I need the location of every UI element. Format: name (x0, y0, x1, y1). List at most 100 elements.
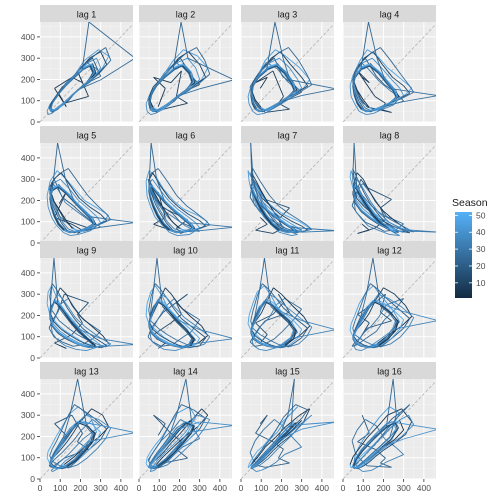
lag-segment (287, 321, 295, 332)
lag-segment (64, 428, 72, 440)
lag-segment (362, 178, 370, 192)
lag-segment (77, 330, 88, 340)
lag-segment (349, 456, 354, 465)
lag-segment (46, 181, 51, 197)
lag-segment (67, 446, 76, 455)
lag-segment (163, 302, 172, 312)
lag-segment (356, 89, 364, 100)
lag-segment (91, 67, 102, 80)
facet-panel: lag 3 (240, 5, 334, 123)
lag-segment (359, 49, 368, 61)
lag-segment (204, 219, 211, 226)
lag-segment (170, 293, 180, 307)
lag-segment (60, 417, 68, 432)
lag-segment (371, 205, 381, 214)
lag-segment (151, 333, 158, 340)
lag-segment (285, 214, 300, 223)
lag-segment (46, 196, 49, 207)
lag-segment (197, 414, 210, 420)
legend-break-label: 20 (476, 261, 486, 271)
lag-segment (264, 106, 272, 111)
panel-series (343, 22, 436, 122)
lag-segment (278, 311, 288, 322)
lag-segment (391, 79, 400, 89)
lag-segment (399, 420, 405, 431)
lag-segment (105, 212, 112, 220)
lag-segment (254, 335, 263, 342)
lag-segment (181, 404, 194, 411)
lag-segment (284, 446, 302, 455)
lag-segment (379, 332, 390, 341)
lag-segment (63, 312, 72, 322)
lag-segment (350, 96, 356, 105)
facet-label: lag 13 (74, 367, 99, 377)
lag-segment (96, 431, 102, 441)
lag-segment (361, 197, 368, 207)
lag-segment (359, 463, 366, 468)
lag-segment (150, 470, 155, 472)
lag-segment (54, 299, 60, 304)
legend: Season 10 20 30 40 50 (452, 197, 488, 298)
lag-segment (368, 190, 376, 202)
lag-segment (177, 57, 188, 63)
facet-panel: lag 6 (138, 126, 232, 244)
lag-segment (361, 210, 372, 218)
lag-segment (282, 425, 291, 433)
panel-series (40, 379, 133, 479)
lag-segment (146, 451, 152, 458)
lag-segment (164, 70, 174, 79)
lag-segment (58, 84, 68, 95)
lag-segment (301, 88, 334, 97)
panel-series (139, 379, 232, 479)
lag-segment (273, 302, 282, 312)
lag-segment (100, 58, 133, 81)
lag-segment (58, 302, 66, 312)
lag-segment (148, 315, 151, 325)
lag-segment (148, 317, 152, 327)
lag-segment (59, 287, 67, 295)
lag-segment (269, 461, 277, 468)
facet-strip (343, 362, 436, 379)
lag-segment (176, 52, 187, 62)
lag-segment (283, 427, 292, 436)
lag-segment (149, 458, 154, 464)
lag-segment (252, 110, 258, 115)
lag-segment (377, 55, 388, 69)
lag-segment (149, 294, 154, 316)
lag-segment (77, 227, 88, 232)
lag-segment (262, 452, 270, 460)
lag-segment (88, 344, 133, 348)
lag-segment (383, 210, 395, 222)
lag-segment (100, 338, 133, 345)
lag-segment (183, 208, 198, 216)
lag-segment (102, 414, 110, 428)
lag-segment (168, 62, 178, 72)
lag-segment (391, 320, 436, 331)
lag-segment (380, 427, 391, 439)
lag-segment (68, 188, 79, 201)
lag-segment (274, 432, 284, 442)
lag-segment (276, 436, 287, 446)
lag-segment (367, 187, 392, 200)
lag-segment (199, 220, 207, 227)
lag-segment (53, 215, 60, 225)
lag-segment (274, 22, 284, 59)
lag-segment (268, 444, 277, 453)
lag-segment (290, 337, 302, 347)
lag-segment (261, 283, 269, 290)
lag-segment (361, 210, 371, 219)
lag-segment (49, 108, 52, 112)
lag-segment (175, 210, 185, 218)
lag-segment (151, 340, 158, 347)
lag-segment (353, 345, 356, 350)
lag-segment (259, 217, 268, 225)
lag-segment (252, 317, 257, 327)
lag-segment (175, 63, 184, 68)
lag-segment (258, 206, 266, 216)
lag-segment (360, 294, 367, 316)
lag-segment (187, 57, 196, 69)
lag-segment (49, 449, 53, 456)
lag-segment (53, 452, 63, 461)
lag-segment (190, 328, 200, 339)
lag-segment (266, 287, 274, 301)
